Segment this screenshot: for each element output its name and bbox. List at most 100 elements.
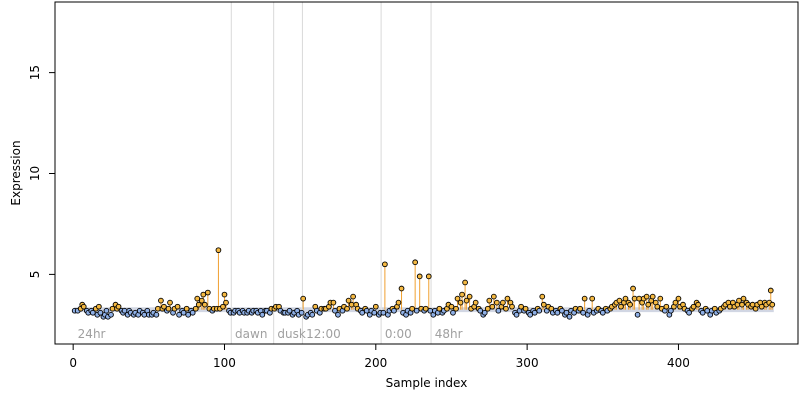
data-point [115, 303, 122, 310]
data-point [618, 303, 624, 310]
data-point [503, 305, 509, 312]
data-point [422, 305, 429, 312]
data-point [398, 285, 405, 292]
data-point [416, 273, 423, 280]
data-point [643, 293, 650, 300]
data-point [300, 295, 307, 302]
data-point [457, 299, 464, 306]
data-point [425, 273, 432, 280]
y-tick-label-2: 15 [28, 65, 42, 80]
data-point [699, 309, 706, 316]
data-point [359, 309, 366, 316]
data-point [298, 309, 305, 316]
data-point [739, 301, 745, 308]
data-point [472, 299, 479, 306]
data-point [513, 311, 520, 318]
x-axis-title: Sample index [386, 376, 468, 390]
data-point [382, 261, 388, 268]
x-tick-label-3: 300 [516, 356, 539, 370]
data-point [167, 299, 173, 306]
data-point [518, 303, 524, 310]
data-point [630, 285, 636, 292]
data-point [758, 303, 765, 310]
data-point [484, 305, 491, 312]
data-point [161, 303, 167, 310]
data-point [97, 309, 104, 316]
data-point [195, 301, 202, 308]
data-point [108, 311, 114, 318]
y-tick-label-1: 10 [28, 166, 42, 181]
data-point [654, 303, 661, 310]
plot-frame [54, 1, 799, 345]
data-point [194, 295, 201, 302]
data-point [675, 295, 682, 302]
data-point [332, 307, 338, 314]
data-point [155, 305, 161, 312]
data-point [695, 301, 701, 308]
data-point [204, 289, 211, 296]
data-point [412, 259, 419, 266]
data-point [450, 309, 456, 316]
x-tick-label-2: 200 [364, 356, 387, 370]
data-point [183, 305, 190, 312]
data-point [489, 303, 496, 310]
data-point [657, 295, 664, 302]
data-point [527, 311, 534, 318]
data-point [509, 303, 515, 310]
data-point [767, 287, 774, 294]
data-point [259, 311, 266, 318]
data-point [153, 311, 160, 318]
data-point [490, 293, 497, 300]
segment-label-layer: 24hr dawn dusk 12:00 0:00 48hr [78, 327, 463, 341]
data-point [495, 307, 502, 314]
data-point [554, 309, 561, 316]
data-point [586, 307, 593, 314]
data-point [454, 295, 461, 302]
data-point [448, 303, 455, 310]
data-point [539, 293, 546, 300]
segment-label-0: 24hr [78, 327, 106, 341]
data-point [345, 297, 352, 304]
data-point [672, 299, 679, 306]
data-point [522, 305, 529, 312]
data-point [453, 305, 459, 312]
segment-label-2: dusk [277, 327, 305, 341]
data-point [616, 297, 623, 304]
y-tick-label-0: 5 [28, 271, 42, 279]
x-tick-label-4: 400 [667, 356, 690, 370]
data-point [690, 303, 697, 310]
data-point [486, 297, 493, 304]
data-point [198, 297, 205, 304]
data-point [371, 309, 378, 316]
data-point [350, 293, 356, 300]
data-point [380, 309, 387, 316]
data-point [200, 291, 207, 298]
data-point [663, 303, 670, 310]
data-point [563, 309, 570, 316]
data-point [215, 247, 222, 254]
data-point [413, 307, 420, 314]
data-point [335, 311, 341, 318]
data-point [174, 303, 181, 310]
data-point [89, 309, 96, 316]
point-layer [71, 247, 776, 320]
data-point [223, 299, 229, 306]
stem-layer [81, 250, 773, 310]
baseline-band-0 [74, 307, 231, 313]
data-point [96, 303, 102, 310]
data-point [649, 293, 656, 300]
data-point [645, 301, 652, 308]
data-point [559, 307, 565, 314]
data-point [504, 295, 511, 302]
data-point [769, 301, 776, 308]
data-point [309, 311, 316, 318]
data-point [180, 309, 187, 316]
data-point [459, 291, 465, 298]
data-point [344, 305, 350, 312]
data-point [740, 295, 747, 302]
data-point [566, 313, 573, 320]
data-point [540, 301, 547, 308]
data-point [463, 297, 470, 304]
data-point [409, 305, 415, 312]
